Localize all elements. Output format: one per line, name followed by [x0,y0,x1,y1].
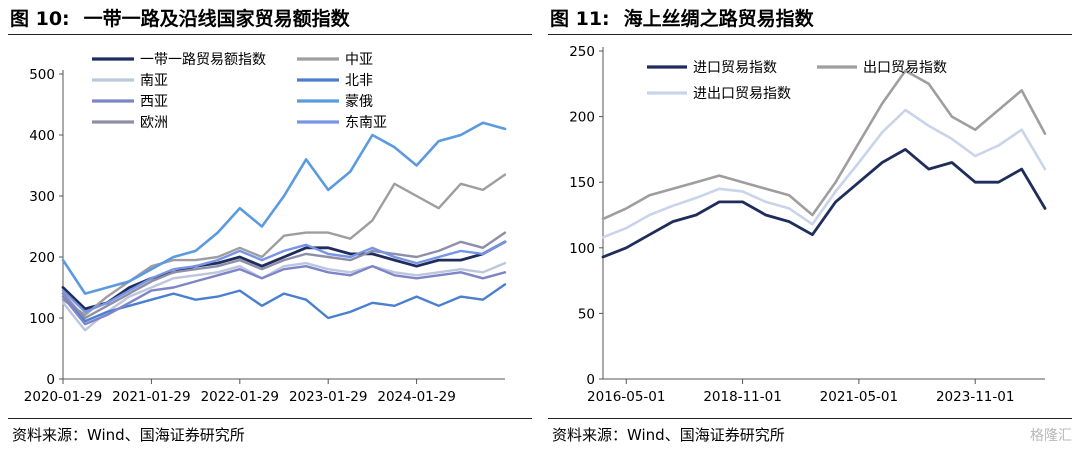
legend-label: 西亚 [140,94,168,110]
legend-label: 东南亚 [345,115,387,131]
y-tick-label: 200 [29,250,55,266]
top-rule [8,34,532,35]
y-tick-label: 500 [29,67,55,83]
series-line-8 [61,240,507,314]
x-tick-label: 2021-05-01 [820,389,898,405]
legend-label: 一带一路贸易额指数 [140,52,266,68]
x-tick-label: 2024-01-29 [377,389,455,405]
series-line-1 [61,240,507,311]
trade-index-chart: 0 100 200 300 400 500 2020-01-29 2021-01-29 2022… [24,52,507,405]
figure-11-panel: 图 11: 海上丝绸之路贸易指数 0 50 100 150 200 250 2016-05-0… [540,0,1080,455]
series-line-5 [61,264,507,326]
y-tick-label: 100 [569,241,595,257]
figure-number: 图 11: [550,8,610,30]
legend-label: 中亚 [345,52,373,68]
maritime-silk-road-chart: 0 50 100 150 200 250 2016-05-01 2018-11-01 2021-… [569,44,1047,405]
y-tick-label: 200 [569,110,595,126]
x-tick-label: 2020-01-29 [24,389,102,405]
y-tick-label: 300 [29,189,55,205]
series-line-4 [61,283,507,323]
y-tick-label: 50 [578,306,595,322]
x-tick-label: 2021-01-29 [112,389,190,405]
bottom-rule [548,418,1072,419]
x-tick-label: 2018-11-01 [703,389,781,405]
figure-title: 图 11: 海上丝绸之路贸易指数 [550,4,814,31]
series-line-6 [61,121,507,295]
x-tick-label: 2016-05-01 [587,389,665,405]
legend-label: 进出口贸易指数 [693,86,791,102]
legend-label: 进口贸易指数 [693,60,777,76]
legend-label: 欧洲 [140,115,168,131]
x-tick-label: 2023-11-01 [936,389,1014,405]
legend-label: 北非 [345,73,373,89]
y-tick-label: 100 [29,311,55,327]
y-tick-label: 0 [586,372,595,388]
legend-label: 南亚 [140,73,168,89]
y-tick-label: 150 [569,175,595,191]
figure-number: 图 10: [10,8,70,30]
figure-10-panel: 图 10: 一带一路及沿线国家贸易额指数 0 100 200 300 400 500 2020… [8,4,532,444]
series-line-7 [61,231,507,320]
watermark-logo: 格隆汇 [1030,428,1072,444]
legend-label: 蒙俄 [345,94,373,110]
source-note: 资料来源：Wind、国海证券研究所 [552,426,785,444]
y-tick-label: 0 [46,372,55,388]
top-rule [548,34,1072,35]
series-line-3 [601,108,1047,239]
figure-title-text: 海上丝绸之路贸易指数 [623,8,814,30]
series-line-1 [601,148,1047,259]
bottom-rule [8,418,532,419]
y-tick-label: 400 [29,128,55,144]
source-note: 资料来源：Wind、国海证券研究所 [12,426,245,444]
figure-title: 图 10: 一带一路及沿线国家贸易额指数 [10,4,350,31]
series-line-3 [61,261,507,332]
x-tick-label: 2023-01-29 [289,389,367,405]
y-tick-label: 250 [569,44,595,60]
figure-title-text: 一带一路及沿线国家贸易额指数 [83,8,350,30]
x-tick-label: 2022-01-29 [201,389,279,405]
series-line-2 [601,69,1047,221]
legend-label: 出口贸易指数 [863,60,947,76]
